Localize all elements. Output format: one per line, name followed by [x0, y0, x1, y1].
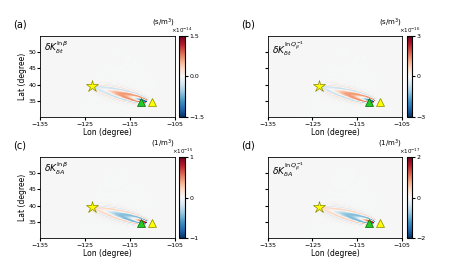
Text: (1/m$^3$): (1/m$^3$)	[378, 138, 402, 150]
Text: (1/m$^3$): (1/m$^3$)	[151, 138, 175, 150]
Text: (s/m$^3$): (s/m$^3$)	[379, 17, 402, 29]
Title: $\times10^{-17}$: $\times10^{-17}$	[399, 147, 420, 156]
X-axis label: Lon (degree): Lon (degree)	[83, 249, 132, 258]
Text: (d): (d)	[241, 140, 255, 150]
X-axis label: Lon (degree): Lon (degree)	[310, 249, 359, 258]
Text: $\delta K^{\ln\beta}_{\delta A}$: $\delta K^{\ln\beta}_{\delta A}$	[45, 161, 69, 177]
Title: $\times10^{-16}$: $\times10^{-16}$	[399, 26, 420, 35]
Y-axis label: Lat (degree): Lat (degree)	[18, 53, 27, 100]
Title: $\times10^{-14}$: $\times10^{-14}$	[172, 26, 193, 35]
Text: $\delta K^{\ln\beta}_{\delta t}$: $\delta K^{\ln\beta}_{\delta t}$	[45, 40, 69, 56]
Text: $\delta K^{\ln Q_{\beta}^{-1}}_{\delta t}$: $\delta K^{\ln Q_{\beta}^{-1}}_{\delta t…	[272, 40, 304, 58]
X-axis label: Lon (degree): Lon (degree)	[83, 128, 132, 137]
Text: (b): (b)	[241, 19, 255, 29]
Title: $\times10^{-15}$: $\times10^{-15}$	[172, 147, 193, 156]
Text: (a): (a)	[13, 19, 27, 29]
Text: (s/m$^3$): (s/m$^3$)	[152, 17, 175, 29]
X-axis label: Lon (degree): Lon (degree)	[310, 128, 359, 137]
Y-axis label: Lat (degree): Lat (degree)	[18, 174, 27, 221]
Text: $\delta K^{\ln Q_{\beta}^{-1}}_{\delta A}$: $\delta K^{\ln Q_{\beta}^{-1}}_{\delta A…	[272, 161, 304, 179]
Text: (c): (c)	[13, 140, 27, 150]
